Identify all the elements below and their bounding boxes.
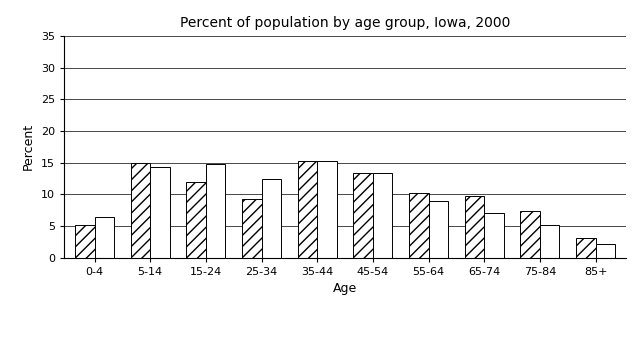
Bar	[95, 217, 114, 258]
Bar	[75, 225, 95, 258]
Bar	[596, 245, 615, 258]
Bar	[187, 182, 206, 258]
Bar	[484, 213, 504, 258]
Bar	[373, 173, 392, 258]
Bar	[242, 199, 261, 258]
Bar	[576, 238, 596, 258]
Bar	[520, 211, 540, 258]
Y-axis label: Percent: Percent	[22, 123, 35, 170]
Bar	[353, 173, 373, 258]
Bar	[540, 226, 559, 258]
Bar	[409, 193, 429, 258]
Bar	[429, 201, 448, 258]
Bar	[465, 196, 484, 258]
Bar	[206, 164, 226, 258]
Title: Percent of population by age group, Iowa, 2000: Percent of population by age group, Iowa…	[180, 16, 511, 30]
Bar	[298, 161, 317, 258]
X-axis label: Age: Age	[333, 282, 357, 295]
Bar	[150, 167, 170, 258]
Bar	[261, 179, 281, 258]
Bar	[131, 163, 150, 258]
Bar	[317, 161, 337, 258]
